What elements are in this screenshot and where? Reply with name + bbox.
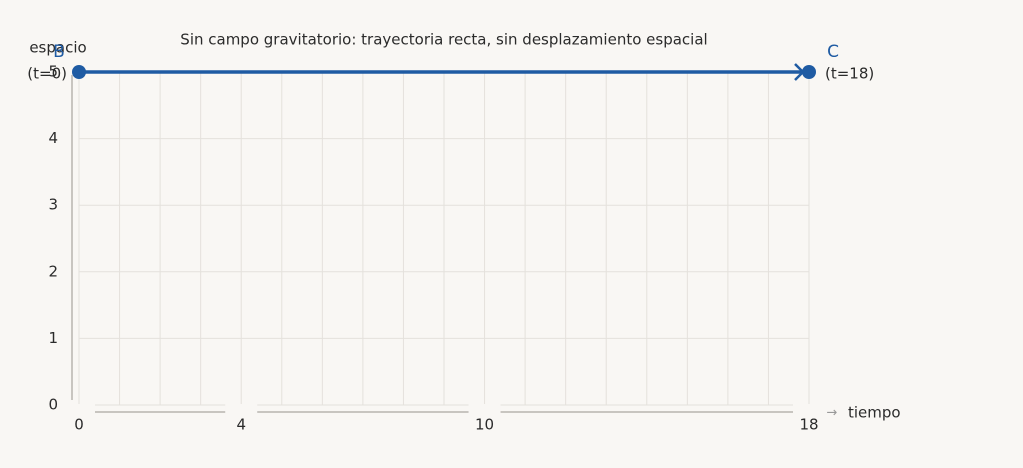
x-tick-label: 10 [475, 416, 494, 434]
x-axis-arrow: → [827, 406, 838, 421]
y-tick-label: 4 [48, 129, 58, 147]
y-tick-label: 2 [48, 262, 58, 280]
x-tick-mark [793, 404, 825, 420]
x-tick-mark [63, 404, 95, 420]
x-axis-label: tiempo [848, 404, 901, 422]
y-tick-label: 1 [48, 329, 58, 347]
y-axis-label: espacio [29, 39, 86, 57]
y-tick-label: 0 [48, 396, 58, 414]
chart-title: Sin campo gravitatorio: trayectoria rect… [180, 31, 707, 49]
point-name: C [827, 42, 839, 62]
y-tick-label: 5 [48, 63, 58, 81]
point-time: (t=18) [825, 65, 874, 83]
x-tick-mark [225, 404, 258, 420]
y-tick-label: 3 [48, 196, 58, 214]
point-time: (t=0) [27, 65, 67, 83]
x-tick-label: 4 [236, 416, 246, 434]
x-tick-mark [468, 404, 501, 420]
point [802, 65, 816, 79]
x-tick-label: 0 [74, 416, 84, 434]
x-tick-label: 18 [799, 416, 818, 434]
point-name: B [53, 42, 65, 62]
point [72, 65, 86, 79]
